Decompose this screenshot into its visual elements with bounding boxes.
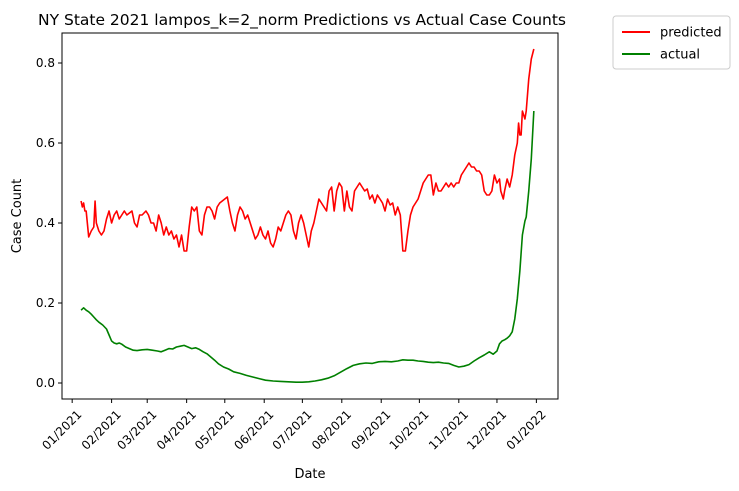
y-tick-label: 0.4 xyxy=(36,216,55,230)
legend-frame xyxy=(612,15,731,70)
y-axis: 0.0 0.2 0.4 0.6 0.8 xyxy=(36,56,62,390)
y-tick-label: 0.0 xyxy=(36,376,55,390)
chart-title: NY State 2021 lampos_k=2_norm Prediction… xyxy=(38,11,566,30)
y-tick-label: 0.6 xyxy=(36,136,55,150)
series-line-actual xyxy=(80,110,535,383)
y-tick-label: 0.2 xyxy=(36,296,55,310)
legend: predicted actual xyxy=(612,15,731,70)
y-tick-label: 0.8 xyxy=(36,56,55,70)
x-axis-label: Date xyxy=(294,467,325,482)
y-axis-label: Case Count xyxy=(10,179,25,254)
series-line-predicted xyxy=(80,48,535,252)
plot-frame xyxy=(61,32,559,400)
legend-label-predicted: predicted xyxy=(660,26,722,41)
legend-label-actual: actual xyxy=(660,48,700,63)
